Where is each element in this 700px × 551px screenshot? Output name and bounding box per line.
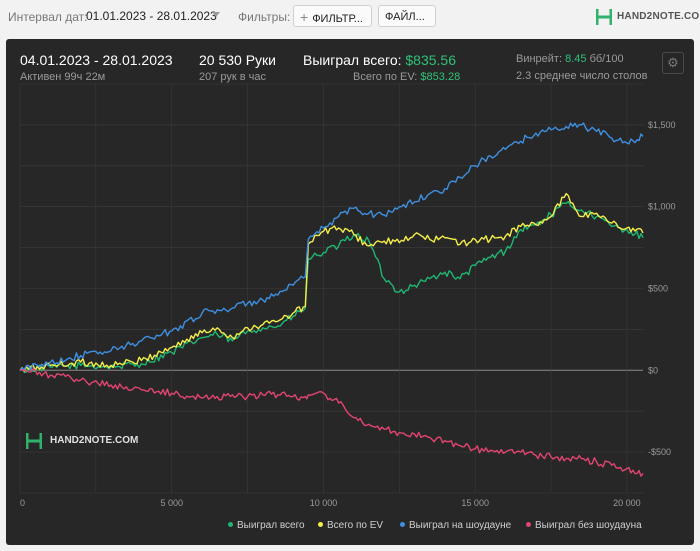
- x-tick-label: 10 000: [310, 498, 338, 508]
- legend-label: Выиграл всего: [237, 520, 305, 531]
- file-button-label: ФАЙЛ...: [385, 11, 425, 23]
- hands-per-hour: 207 рук в час: [199, 71, 267, 83]
- y-tick-label: $1,500: [648, 120, 676, 130]
- won-total: Выиграл всего: $835.56: [303, 52, 456, 68]
- hand2note-logo-icon: [596, 9, 612, 25]
- hands-count: 20 530 Руки: [199, 52, 276, 68]
- series-line-ev-total: [19, 192, 644, 372]
- won-total-value: $835.56: [405, 52, 456, 68]
- chevron-down-icon[interactable]: [212, 12, 220, 17]
- y-tick-label: -$500: [648, 447, 671, 457]
- y-tick-label: $500: [648, 284, 668, 294]
- x-tick-label: 0: [20, 498, 25, 508]
- legend-dot-icon: [318, 521, 323, 527]
- winrate-value: 8.45: [565, 53, 587, 65]
- plus-icon: +: [300, 9, 309, 25]
- winrate: Винрейт: 8.45 бб/100: [516, 53, 624, 65]
- y-tick-label: $0: [648, 365, 658, 375]
- legend-dot-icon: [228, 521, 233, 527]
- series-line-showdown: [19, 122, 644, 371]
- x-tick-label: 15 000: [461, 498, 489, 508]
- x-tick-label: 20 000: [613, 498, 641, 508]
- date-interval-selector[interactable]: 01.01.2023 - 28.01.2023: [86, 9, 217, 23]
- hand2note-logo-icon: [26, 433, 42, 449]
- filters-label: Фильтры:: [238, 10, 291, 24]
- top-toolbar: Интервал дат: 01.01.2023 - 28.01.2023 Фи…: [0, 0, 700, 36]
- period-range: 04.01.2023 - 28.01.2023: [20, 52, 173, 68]
- grid: [19, 83, 643, 494]
- legend-label: Всего по EV: [327, 520, 384, 531]
- legend-item-won-total[interactable]: Выиграл всего: [228, 520, 305, 531]
- filter-button-label: ФИЛЬТР...: [312, 13, 363, 25]
- legend-label: Выиграл на шоудауне: [409, 520, 512, 531]
- ev-total: Всего по EV: $853.28: [353, 71, 460, 83]
- series-lines: [19, 122, 644, 477]
- y-tick-label: $1,000: [648, 202, 676, 212]
- brand-name: HAND2NOTE.COM: [617, 11, 700, 22]
- x-tick-label: 5 000: [160, 498, 183, 508]
- legend-label: Выиграл без шоудауна: [535, 520, 642, 531]
- average-tables: 2.3 среднее число столов: [516, 70, 648, 82]
- graph-panel: 04.01.2023 - 28.01.2023 Активен 99ч 22м …: [6, 39, 694, 545]
- winrate-label: Винрейт:: [516, 53, 563, 65]
- active-time: Активен 99ч 22м: [20, 71, 106, 83]
- ev-total-value: $853.28: [420, 71, 461, 83]
- gear-icon[interactable]: ⚙: [662, 52, 684, 74]
- legend-item-non-showdown[interactable]: Выиграл без шоудауна: [526, 520, 642, 531]
- axis-labels: $1,500 $1,000 $500 $0 -$500 0 5 000 10 000 15 00…: [20, 120, 676, 508]
- won-total-label: Выиграл всего:: [303, 52, 402, 68]
- ev-total-label: Всего по EV:: [353, 71, 418, 83]
- watermark-text: HAND2NOTE.COM: [50, 435, 139, 446]
- series-line-non-showdown: [19, 368, 644, 477]
- legend-dot-icon: [400, 521, 405, 527]
- filter-button[interactable]: + ФИЛЬТР...: [293, 5, 372, 27]
- legend-dot-icon: [526, 521, 531, 527]
- date-interval-label: Интервал дат:: [8, 10, 88, 24]
- winrate-unit: бб/100: [589, 53, 624, 65]
- file-button[interactable]: ФАЙЛ...: [378, 5, 436, 27]
- legend-item-ev-total[interactable]: Всего по EV: [318, 520, 383, 531]
- legend-item-showdown[interactable]: Выиграл на шоудауне: [400, 520, 511, 531]
